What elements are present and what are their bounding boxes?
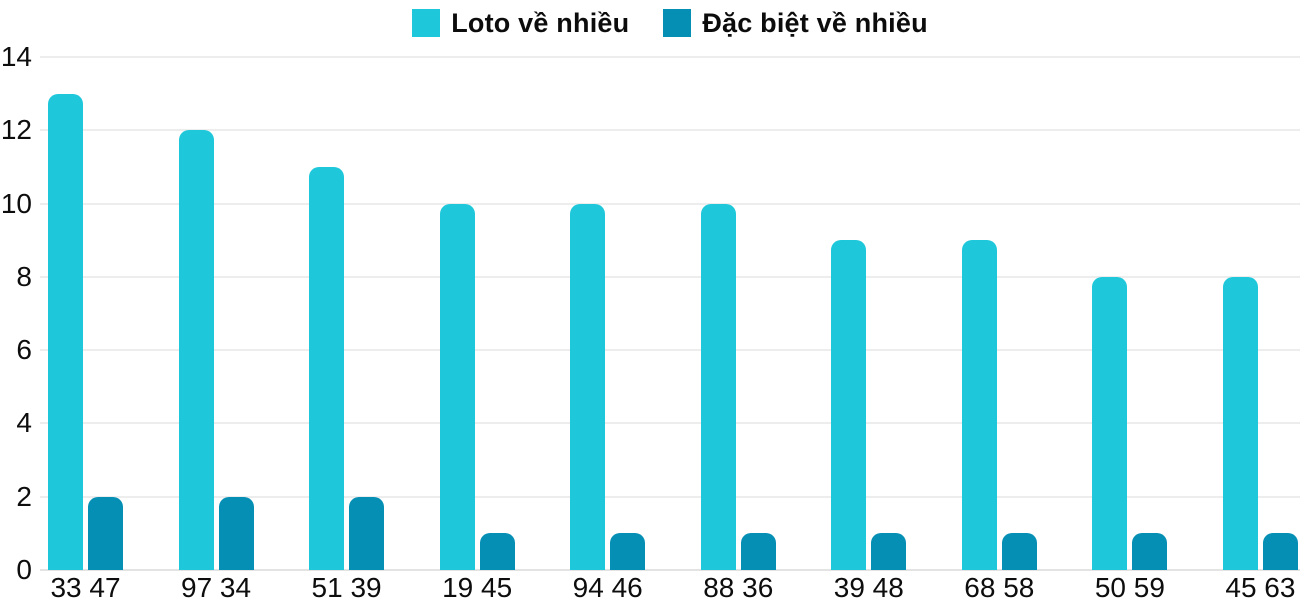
bar-group: 33 47 xyxy=(48,93,123,600)
x-axis-category-label: 19 45 xyxy=(442,572,513,600)
legend: Loto về nhiều Đặc biệt về nhiều xyxy=(40,6,1300,40)
bar-dac-biet-ve-nhieu[interactable] xyxy=(1262,533,1298,570)
x-axis-category-label: 68 58 xyxy=(964,572,1035,600)
bar-group: 45 63 xyxy=(1222,276,1298,600)
y-axis-tick-label: 12 xyxy=(0,114,32,146)
gridline xyxy=(40,495,1300,498)
legend-label-dac-biet: Đặc biệt về nhiều xyxy=(702,7,928,38)
bar-loto-ve-nhieu[interactable] xyxy=(178,130,214,570)
y-axis-tick-label: 14 xyxy=(0,41,32,72)
bar-loto-ve-nhieu[interactable] xyxy=(831,240,867,570)
bar-loto-ve-nhieu[interactable] xyxy=(570,203,606,570)
bar-group: 88 36 xyxy=(700,203,776,600)
bar-group: 97 34 xyxy=(178,130,254,600)
legend-swatch-loto-icon xyxy=(412,9,441,37)
x-axis-category-label: 45 63 xyxy=(1225,572,1296,600)
bar-loto-ve-nhieu[interactable] xyxy=(48,93,83,570)
bar-group: 94 46 xyxy=(570,203,646,600)
legend-item-loto-ve-nhieu[interactable]: Loto về nhiều xyxy=(412,8,629,39)
bar-group: 19 45 xyxy=(439,203,515,600)
x-axis-category-label: 51 39 xyxy=(311,572,382,600)
y-axis-tick-label: 10 xyxy=(0,187,32,219)
bar-dac-biet-ve-nhieu[interactable] xyxy=(871,533,907,570)
x-axis-category-label: 94 46 xyxy=(572,572,643,600)
gridline xyxy=(40,275,1300,278)
bar-dac-biet-ve-nhieu[interactable] xyxy=(88,496,123,570)
legend-label-loto: Loto về nhiều xyxy=(451,7,630,38)
bar-loto-ve-nhieu[interactable] xyxy=(439,203,475,570)
legend-item-dac-biet-ve-nhieu[interactable]: Đặc biệt về nhiều xyxy=(663,7,928,39)
bar-dac-biet-ve-nhieu[interactable] xyxy=(349,496,385,570)
bar-groups: 33 47 97 34 51 39 19 45 94 46 88 36 39 48 68 58… xyxy=(48,93,1298,600)
gridline xyxy=(40,56,1300,58)
legend-swatch-dac-biet-icon xyxy=(663,9,692,37)
bar-dac-biet-ve-nhieu[interactable] xyxy=(1001,533,1037,570)
bar-dac-biet-ve-nhieu[interactable] xyxy=(610,533,646,570)
gridline xyxy=(40,422,1300,425)
x-axis-category-label: 50 59 xyxy=(1094,572,1165,600)
bar-loto-ve-nhieu[interactable] xyxy=(309,166,345,570)
bar-group: 39 48 xyxy=(831,240,907,600)
x-axis-category-label: 97 34 xyxy=(181,572,252,600)
x-axis-category-label: 39 48 xyxy=(833,572,904,600)
x-axis-category-label: 33 47 xyxy=(50,572,121,600)
x-axis-category-label: 88 36 xyxy=(703,572,774,600)
bar-dac-biet-ve-nhieu[interactable] xyxy=(479,533,515,570)
y-axis-tick-label: 2 xyxy=(16,480,32,512)
bar-loto-ve-nhieu[interactable] xyxy=(1092,276,1128,570)
bar-group: 51 39 xyxy=(309,166,385,600)
x-axis-baseline xyxy=(40,569,1300,571)
y-axis-tick-label: 0 xyxy=(16,554,32,585)
bar-group: 68 58 xyxy=(961,240,1037,600)
gridline xyxy=(40,129,1300,132)
y-axis-tick-label: 6 xyxy=(16,334,32,366)
bar-dac-biet-ve-nhieu[interactable] xyxy=(740,533,776,570)
bar-loto-ve-nhieu[interactable] xyxy=(700,203,736,570)
bar-loto-ve-nhieu[interactable] xyxy=(1222,276,1258,570)
bar-loto-ve-nhieu[interactable] xyxy=(961,240,997,570)
bar-group: 50 59 xyxy=(1092,276,1168,600)
y-axis-tick-label: 4 xyxy=(16,407,32,439)
plot-area: 0 2 4 6 8 10 12 14 33 47 97 34 51 39 19 45 94 46 88 … xyxy=(0,43,1300,600)
bar-dac-biet-ve-nhieu[interactable] xyxy=(218,496,254,570)
gridline xyxy=(40,202,1300,205)
bar-dac-biet-ve-nhieu[interactable] xyxy=(1132,533,1168,570)
y-axis-tick-label: 8 xyxy=(16,260,32,292)
gridline xyxy=(40,349,1300,352)
